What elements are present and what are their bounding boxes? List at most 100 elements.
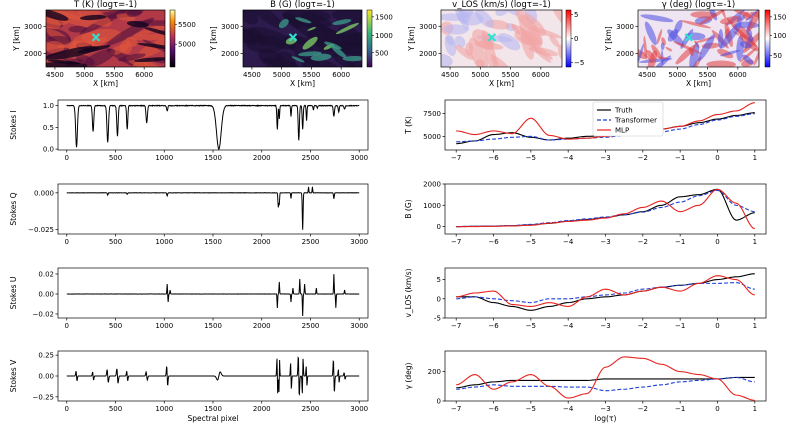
y-tick-label: -5 [434,315,441,323]
map-title: v_LOS (km/s) (logτ=-1) [452,0,551,10]
y-tick-label: 3000 [616,23,634,31]
x-tick-label: 2000 [253,405,271,413]
x-tick-label: 5500 [699,71,717,79]
map-texture [528,26,562,39]
x-tick-label: −5 [526,322,536,330]
y-axis-label: T (K) [404,116,413,135]
map-frame [440,9,563,68]
map-texture [736,15,745,23]
y-axis-label: γ (deg) [404,363,413,390]
map-texture [549,10,562,26]
colorbar [366,9,373,68]
x-axis-label: Spectral pixel [187,414,238,423]
map-texture [126,20,149,28]
x-tick-label: 1500 [204,322,222,330]
map-texture [667,29,679,42]
stokes-panel-3: 0.02 0.00 −0.02 0 500 1000 1500 2000 2500 3000 Sto… [9,267,369,330]
map-texture [278,18,289,29]
y-tick-label: 5 [437,276,441,284]
map-panel-map_v: v_LOS (km/s) (logτ=-1) 4500 5000 5500 6000 20… [407,0,584,88]
x-tick-label: 0 [715,322,719,330]
axes-frame [444,350,767,402]
map-image [46,10,165,67]
series-line-transformer [456,113,755,143]
map-texture [134,57,165,63]
series-line-transformer [456,282,755,304]
map-texture [720,49,741,57]
map-texture [287,16,322,41]
map-texture [144,27,165,37]
x-tick-label: −5 [526,154,536,162]
y-axis-label: Stokes U [9,277,18,310]
y-tick-label: 2000 [419,50,437,58]
y-tick-label: 0.00 [38,291,54,299]
map-texture [733,10,755,19]
y-tick-label: 7500 [423,110,441,118]
x-tick-label: 500 [109,238,122,246]
x-tick-label: 5500 [502,71,520,79]
x-tick-label: 3000 [350,322,368,330]
colorbar [169,9,176,68]
map-texture [275,51,296,67]
map-texture [661,37,666,46]
x-tick-label: −6 [488,154,499,162]
map-texture [643,35,648,61]
marker-x-icon [684,33,694,42]
y-tick-label: 0 [437,398,441,406]
map-texture [747,10,759,32]
x-tick-label: 5000 [471,71,489,79]
map-texture [656,29,663,45]
map-texture [47,59,81,65]
map-texture [549,34,560,48]
y-tick-label: 1000 [423,202,441,210]
legend-label: MLP [615,127,629,135]
y-axis-label: B (G) [404,199,413,218]
map-texture [335,22,360,35]
x-tick-label: 1500 [204,154,222,162]
y-tick-label: 2000 [616,50,634,58]
map-texture [518,36,537,45]
map-texture [557,44,562,60]
map-texture [454,44,475,60]
series-line-transformer [456,376,755,392]
x-tick-label: −3 [600,154,610,162]
map-panel-map_g: γ (deg) (logτ=-1) 4500 5000 5500 6000 2000 300… [604,0,786,88]
x-tick-label: −4 [563,322,574,330]
x-tick-label: −1 [675,154,685,162]
x-tick-label: 0 [65,154,69,162]
x-tick-label: −2 [638,238,648,246]
x-tick-label: 5000 [76,71,94,79]
y-tick-label: −0.02 [33,311,54,319]
x-tick-label: 2000 [253,322,271,330]
map-texture [133,20,165,37]
x-tick-label: 3000 [350,154,368,162]
stokes-profile-line [66,104,360,151]
x-axis-label: X [km] [93,79,118,88]
map-texture [324,41,342,50]
x-tick-label: −1 [675,322,685,330]
x-tick-label: −2 [638,405,648,413]
colorbar-tick-label: 5000 [178,41,196,49]
map-texture [706,60,737,67]
map-texture [672,41,702,55]
x-tick-label: −6 [488,405,499,413]
axes-frame [57,183,369,235]
colorbar-tick-label: 5500 [178,21,196,29]
x-tick-label: −7 [451,405,461,413]
map-texture [445,36,455,46]
x-tick-label: 500 [109,322,122,330]
x-tick-label: 1000 [155,154,173,162]
axes-frame [57,267,369,319]
x-tick-label: 4500 [441,71,459,79]
map-texture [498,33,521,51]
y-tick-label: 200 [428,368,441,376]
y-tick-label: 0.000 [34,189,54,197]
x-tick-label: 4500 [46,71,64,79]
colorbar-tick-label: 1000 [375,32,393,40]
x-tick-label: 3000 [350,405,368,413]
map-frame [637,9,760,68]
series-line-truth [456,273,755,311]
series-line-truth [456,376,755,389]
depth-panel-3: -5 0 5 −7 −6 −5 −4 −3 −2 −1 0 1 v_LOS (km/s) [404,267,767,330]
x-tick-label: −4 [563,238,574,246]
